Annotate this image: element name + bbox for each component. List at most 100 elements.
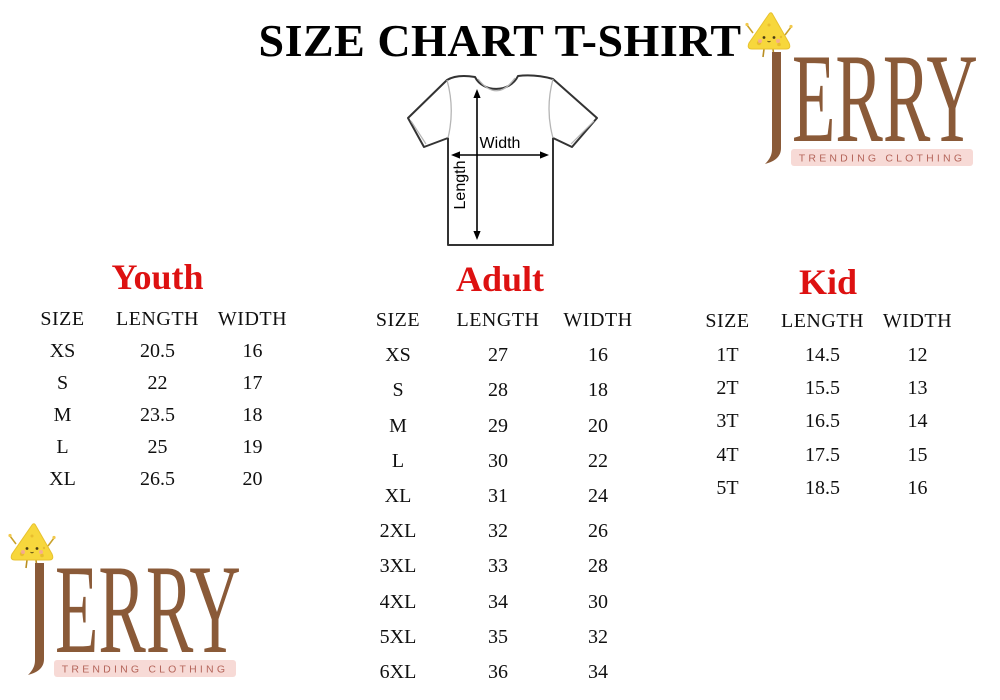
youth-section-heading: Youth [111, 257, 204, 297]
page-title: SIZE CHART T-SHIRT [258, 15, 742, 66]
table-cell: 20 [588, 414, 608, 437]
table-cell: 4XL [379, 590, 417, 613]
table-cell: 14.5 [805, 343, 840, 366]
table-cell: 31 [488, 485, 508, 508]
cheese-mascot-icon [745, 12, 793, 58]
column-header: LENGTH [781, 310, 864, 333]
table-cell: 36 [488, 660, 508, 683]
table-cell: 3XL [379, 555, 417, 578]
width-arrow [451, 151, 549, 159]
kid-size-table: SIZE LENGTH WIDTH 1T 14.5 12 2T 15.5 13 … [680, 305, 965, 505]
table-cell: 19 [242, 435, 263, 458]
table-cell: 4T [716, 443, 739, 466]
table-cell: 25 [147, 435, 168, 458]
tagline-text: TRENDING CLOTHING [799, 153, 965, 165]
tagline-badge [54, 660, 236, 677]
brand-letter-j [28, 563, 44, 675]
tshirt-measurement-diagram: Width Length [407, 74, 598, 246]
table-cell: XS [385, 344, 411, 367]
table-cell: 18 [242, 403, 263, 426]
table-cell: 22 [588, 449, 608, 472]
table-cell: 17 [242, 371, 263, 394]
table-cell: 15.5 [805, 376, 840, 399]
table-cell: 18 [588, 379, 608, 402]
table-cell: 16 [907, 477, 928, 500]
table-cell: 20 [242, 467, 263, 490]
table-cell: 16.5 [805, 410, 840, 433]
brand-wordmark: ERRY [792, 29, 978, 170]
adult-section-heading: Adult [455, 259, 545, 299]
column-header: LENGTH [456, 309, 540, 332]
tagline-text: TRENDING CLOTHING [62, 664, 228, 676]
table-cell: 35 [488, 625, 508, 648]
length-arrow [473, 89, 481, 240]
table-cell: 12 [907, 343, 928, 366]
table-cell: 6XL [379, 660, 417, 683]
table-cell: 27 [488, 344, 508, 367]
table-cell: 30 [588, 590, 608, 613]
column-header: LENGTH [116, 307, 199, 330]
table-cell: 24 [588, 485, 608, 508]
table-cell: 30 [488, 449, 508, 472]
table-cell: 17.5 [805, 443, 840, 466]
length-label: Length [452, 161, 469, 210]
table-cell: L [391, 449, 405, 472]
table-cell: 32 [488, 520, 508, 543]
table-cell: XS [49, 339, 76, 362]
table-cell: 32 [588, 625, 608, 648]
table-cell: 22 [147, 371, 168, 394]
table-cell: 26 [588, 520, 608, 543]
column-header: WIDTH [217, 307, 288, 330]
column-header: SIZE [705, 310, 750, 333]
cheese-mascot-icon [8, 523, 56, 569]
tshirt-left-sleeve-hem [410, 120, 427, 145]
table-cell: 33 [488, 555, 508, 578]
column-header: WIDTH [882, 310, 953, 333]
table-cell: 34 [588, 660, 608, 683]
table-cell: 15 [907, 443, 928, 466]
table-cell: 16 [588, 344, 608, 367]
tshirt-collar-line [477, 77, 516, 92]
table-cell: 20.5 [140, 339, 175, 362]
column-header: WIDTH [563, 309, 633, 332]
table-cell: 3T [716, 410, 739, 433]
table-cell: XL [384, 485, 412, 508]
table-cell: 13 [907, 376, 928, 399]
table-cell: 1T [716, 343, 739, 366]
table-cell: 5XL [379, 625, 417, 648]
table-cell: 26.5 [140, 467, 175, 490]
table-cell: S [56, 371, 69, 394]
table-cell: 16 [242, 339, 263, 362]
tshirt-left-sleeve-seam [446, 79, 452, 139]
table-cell: 18.5 [805, 477, 840, 500]
tagline-badge [791, 149, 973, 166]
table-cell: 23.5 [140, 403, 175, 426]
width-label: Width [480, 135, 521, 152]
tshirt-right-sleeve-hem [570, 120, 595, 145]
table-cell: 5T [716, 477, 739, 500]
brand-logo-bottom-left: ERRY TRENDING CLOTHING [8, 523, 253, 683]
table-cell: 34 [488, 590, 508, 613]
brand-wordmark: ERRY [55, 540, 241, 681]
table-cell: L [56, 435, 69, 458]
youth-size-table: SIZE LENGTH WIDTH XS 20.5 16 S 22 17 M 2… [15, 303, 300, 495]
tshirt-outline [407, 74, 598, 246]
table-cell: M [53, 403, 72, 426]
column-header: SIZE [375, 309, 421, 332]
brand-letter-j [765, 52, 781, 164]
table-cell: 2T [716, 376, 739, 399]
column-header: SIZE [40, 307, 85, 330]
table-cell: 2XL [379, 520, 417, 543]
tshirt-right-sleeve-seam [548, 78, 554, 139]
table-cell: 28 [488, 379, 508, 402]
table-cell: S [392, 379, 404, 402]
kid-section-heading: Kid [798, 262, 858, 302]
table-cell: 29 [488, 414, 508, 437]
table-cell: XL [49, 467, 76, 490]
adult-size-table: SIZE LENGTH WIDTH XS 27 16 S 28 18 M 29 … [348, 303, 648, 690]
brand-logo-top-right: ERRY TRENDING CLOTHING [745, 12, 990, 172]
table-cell: 28 [588, 555, 608, 578]
table-cell: M [389, 414, 407, 437]
table-cell: 14 [907, 410, 928, 433]
